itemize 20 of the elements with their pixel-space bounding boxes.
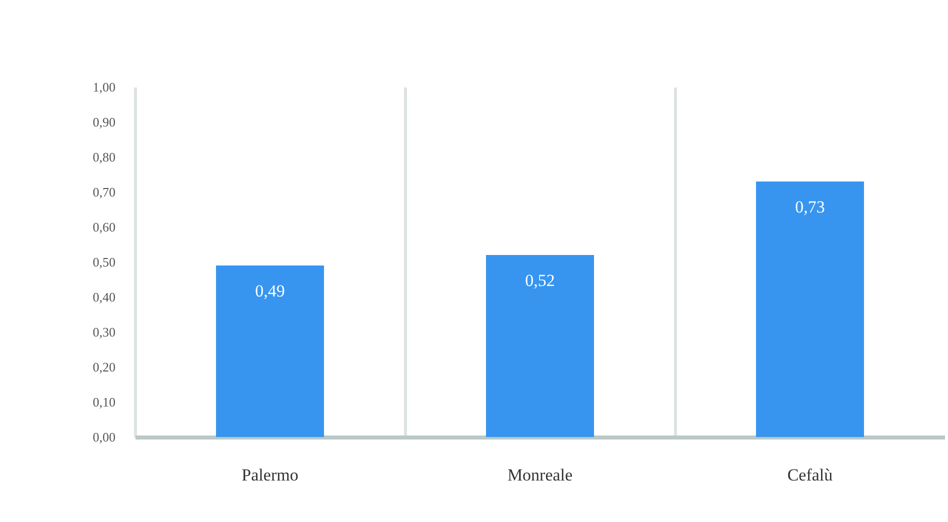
bar (216, 266, 324, 437)
bar (756, 182, 864, 437)
y-tick-label: 0,90 (92, 114, 116, 130)
data-label: 0,49 (255, 282, 285, 300)
y-tick-label: 0,10 (92, 394, 116, 410)
x-tick-label: Monreale (507, 466, 573, 484)
y-tick-label: 1,00 (92, 80, 116, 94)
y-tick-label: 0,60 (92, 220, 116, 234)
x-tick-label: Cefalù (787, 466, 834, 484)
y-tick-label: 0,40 (92, 290, 116, 304)
y-tick-label: 0,70 (92, 184, 116, 200)
data-label: 0,73 (795, 198, 825, 216)
y-tick-label: 0,00 (92, 430, 116, 444)
y-tick-label: 0,50 (92, 254, 116, 270)
y-tick-label: 0,30 (92, 324, 116, 340)
y-tick-label: 0,20 (92, 360, 116, 374)
y-tick-label: 0,80 (92, 150, 116, 164)
bar (486, 255, 594, 437)
x-tick-label: Palermo (242, 466, 298, 484)
data-label: 0,52 (525, 271, 555, 290)
